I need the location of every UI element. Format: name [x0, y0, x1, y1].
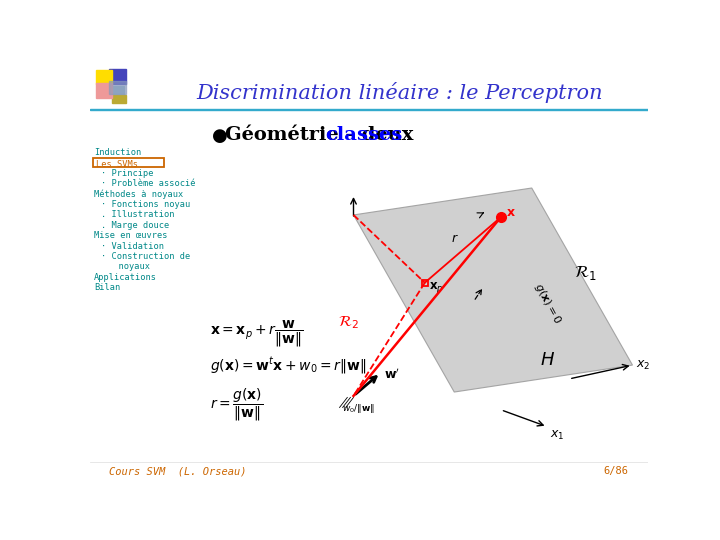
Text: Mise en œuvres: Mise en œuvres	[94, 231, 167, 240]
Text: $x_2$: $x_2$	[636, 359, 651, 372]
Text: . Marge douce: . Marge douce	[101, 221, 169, 230]
Text: $\mathbf{x}$: $\mathbf{x}$	[506, 206, 516, 219]
Text: Applications: Applications	[94, 273, 157, 282]
Text: Bilan: Bilan	[94, 283, 120, 292]
Text: Cours SVM  (L. Orseau): Cours SVM (L. Orseau)	[109, 467, 247, 476]
Text: $\mathcal{R}_2$: $\mathcal{R}_2$	[338, 315, 359, 332]
Text: · Principe: · Principe	[101, 168, 153, 178]
Text: $g(\mathbf{x}) = \mathbf{w}^t\mathbf{x} + w_0 = r\|\mathbf{w}\|$: $g(\mathbf{x}) = \mathbf{w}^t\mathbf{x} …	[210, 355, 366, 376]
Text: · Problème associé: · Problème associé	[101, 179, 195, 188]
Text: classes: classes	[325, 126, 403, 144]
Text: Les SVMs: Les SVMs	[96, 159, 138, 168]
Bar	[109, 69, 127, 84]
Text: $H$: $H$	[539, 351, 554, 369]
Bar	[96, 83, 112, 98]
Text: $x_1$: $x_1$	[549, 429, 564, 442]
Text: Induction: Induction	[94, 148, 141, 157]
Text: Méthodes à noyaux: Méthodes à noyaux	[94, 190, 183, 199]
Text: $g(\mathbf{x}) = 0$: $g(\mathbf{x}) = 0$	[531, 280, 564, 327]
Text: · Fonctions noyau: · Fonctions noyau	[101, 200, 190, 209]
Text: $\mathcal{R}_1$: $\mathcal{R}_1$	[575, 262, 597, 281]
Text: . Illustration: . Illustration	[101, 211, 174, 219]
Bar	[90, 109, 648, 110]
Text: $w_0/\|\mathbf{w}\|$: $w_0/\|\mathbf{w}\|$	[342, 402, 374, 415]
Text: $\mathbf{x}_p$: $\mathbf{x}_p$	[428, 280, 444, 295]
Text: $r = \dfrac{g(\mathbf{x})}{\|\mathbf{w}\|}$: $r = \dfrac{g(\mathbf{x})}{\|\mathbf{w}\…	[210, 387, 264, 423]
Text: · Construction de: · Construction de	[101, 252, 190, 261]
Bar	[112, 95, 126, 103]
Bar	[96, 70, 112, 84]
Text: ●: ●	[212, 127, 228, 145]
Text: Géométrie – deux: Géométrie – deux	[225, 126, 413, 144]
Text: · Validation: · Validation	[101, 241, 164, 251]
Text: $\mathbf{x} = \mathbf{x}_p + r\dfrac{\mathbf{w}}{\|\mathbf{w}\|}$: $\mathbf{x} = \mathbf{x}_p + r\dfrac{\ma…	[210, 319, 303, 349]
Text: $r$: $r$	[451, 232, 459, 245]
Polygon shape	[354, 188, 632, 392]
Text: Discrimination linéaire : le Perceptron: Discrimination linéaire : le Perceptron	[197, 82, 603, 103]
Bar	[104, 85, 124, 97]
Text: $\mathbf{w}'$: $\mathbf{w}'$	[384, 367, 400, 382]
Text: 6/86: 6/86	[603, 467, 629, 476]
Bar	[109, 81, 126, 94]
Text: noyaux: noyaux	[108, 262, 150, 271]
